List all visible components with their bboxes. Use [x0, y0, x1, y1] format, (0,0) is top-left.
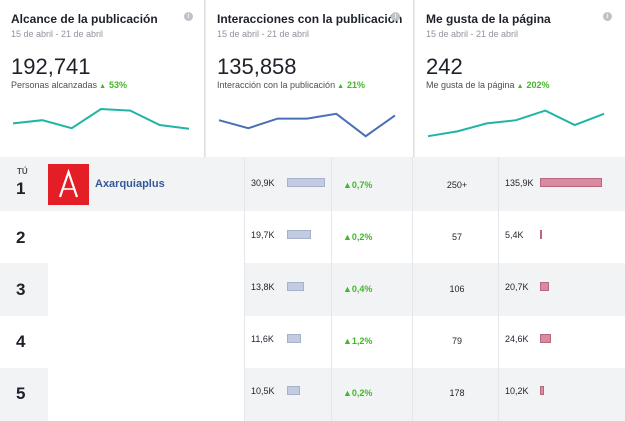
page-name-link[interactable]: Axarquiaplus: [95, 178, 165, 190]
reach-value: 10,5K: [251, 386, 275, 396]
card-page-likes[interactable]: Me gusta de la página i 15 de abril - 21…: [415, 0, 625, 157]
reach-bar: [287, 178, 325, 187]
reach-sparkline: [12, 107, 190, 130]
card-title: Alcance de la publicación: [11, 12, 158, 26]
engagement-value: 178: [449, 388, 465, 398]
card-title: Interacciones con la publicación: [217, 12, 403, 26]
likes-value: 10,2K: [505, 386, 529, 396]
reach-value: 13,8K: [251, 282, 275, 292]
growth-text: 0,2%: [351, 232, 373, 242]
growth-value: ▲1,2%: [343, 336, 373, 346]
card-sub-label: Me gusta de la página: [426, 80, 515, 90]
growth-text: 1,2%: [351, 336, 373, 346]
card-date-range: 15 de abril - 21 de abril: [217, 29, 310, 39]
growth-value: ▲0,4%: [343, 284, 373, 294]
card-sub-label: Personas alcanzadas: [11, 80, 98, 90]
growth-value: ▲0,7%: [343, 180, 373, 190]
reach-value: 11,6K: [251, 334, 274, 344]
card-title: Me gusta de la página: [426, 12, 551, 26]
card-subtitle: Interacción con la publicación ▲ 21%: [217, 80, 365, 90]
reach-bar: [287, 386, 300, 395]
card-value: 242: [426, 54, 463, 79]
card-value: 135,858: [217, 54, 297, 79]
likes-value: 5,4K: [505, 230, 524, 240]
column-divider: [244, 157, 245, 421]
column-divider: [412, 157, 413, 421]
likes-sparkline: [427, 109, 605, 138]
likes-value: 135,9K: [505, 178, 534, 188]
hidden-competitor-names: [48, 211, 244, 421]
likes-value: 20,7K: [505, 282, 529, 292]
axarquiaplus-logo-icon: [58, 168, 79, 198]
column-divider: [331, 157, 332, 421]
rank-number: 4: [16, 332, 26, 351]
info-icon[interactable]: i: [603, 12, 612, 21]
card-value: 192,741: [11, 54, 91, 79]
rank-number: 3: [16, 280, 26, 299]
card-post-reach[interactable]: Alcance de la publicación i 15 de abril …: [0, 0, 205, 157]
growth-value: ▲0,2%: [343, 232, 373, 242]
you-label: TÚ: [17, 167, 28, 176]
likes-bar: [540, 230, 542, 239]
reach-value: 30,9K: [251, 178, 275, 188]
engagement-value: 79: [451, 336, 462, 346]
card-date-range: 15 de abril - 21 de abril: [426, 29, 519, 39]
card-change: 53%: [109, 80, 128, 90]
likes-bar: [540, 334, 551, 343]
likes-bar: [540, 282, 549, 291]
engagement-value: 250+: [446, 180, 468, 190]
info-icon[interactable]: i: [184, 12, 193, 21]
card-post-engagement[interactable]: Interacciones con la publicación i 15 de…: [206, 0, 414, 157]
card-change: 21%: [347, 80, 366, 90]
stats-cards: Alcance de la publicación i 15 de abril …: [0, 0, 625, 157]
card-subtitle: Personas alcanzadas ▲ 53%: [11, 80, 127, 90]
reach-bar: [287, 230, 311, 239]
rank-number: 5: [16, 384, 26, 403]
card-change: 202%: [526, 80, 550, 90]
card-sub-label: Interacción con la publicación: [217, 80, 336, 90]
card-date-range: 15 de abril - 21 de abril: [11, 29, 104, 39]
likes-value: 24,6K: [505, 334, 529, 344]
growth-value: ▲0,2%: [343, 388, 373, 398]
growth-text: 0,7%: [351, 180, 373, 190]
card-subtitle: Me gusta de la página ▲ 202%: [426, 80, 550, 90]
engagement-value: 106: [449, 284, 465, 294]
likes-bar: [540, 386, 544, 395]
info-icon[interactable]: i: [391, 12, 400, 21]
reach-bar: [287, 334, 301, 343]
up-arrow-icon: ▲: [99, 83, 106, 90]
growth-text: 0,2%: [351, 388, 373, 398]
up-arrow-icon: ▲: [516, 83, 524, 90]
reach-value: 19,7K: [251, 230, 275, 240]
engagement-value: 57: [451, 232, 462, 242]
reach-bar: [287, 282, 304, 291]
column-divider: [498, 157, 499, 421]
up-arrow-icon: ▲: [337, 83, 345, 90]
engagement-sparkline: [218, 112, 396, 138]
rank-number: 1: [16, 179, 26, 198]
rank-number: 2: [16, 228, 26, 247]
likes-bar: [540, 178, 602, 187]
growth-text: 0,4%: [351, 284, 373, 294]
page-logo[interactable]: [48, 164, 89, 205]
